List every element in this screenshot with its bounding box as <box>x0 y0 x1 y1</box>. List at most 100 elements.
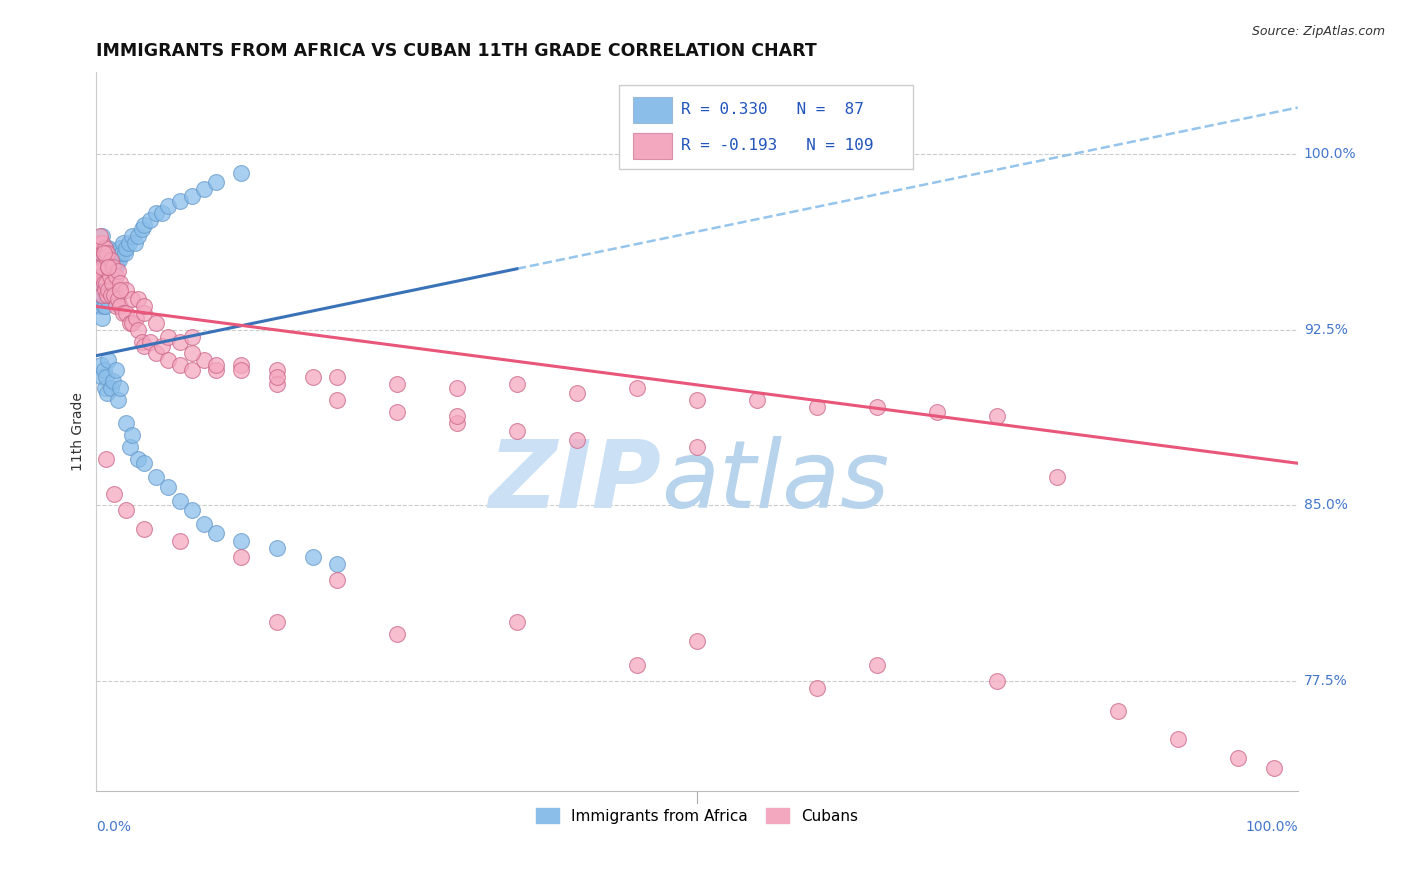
Point <box>152 206 174 220</box>
Point <box>101 260 124 274</box>
Point <box>686 440 709 454</box>
Text: 100.0%: 100.0% <box>1246 820 1298 834</box>
Point <box>100 268 122 283</box>
Point <box>193 353 215 368</box>
Point <box>89 276 111 290</box>
Point <box>134 339 156 353</box>
Point <box>97 241 120 255</box>
Point <box>107 293 129 307</box>
Text: 92.5%: 92.5% <box>1303 323 1348 337</box>
Point <box>301 549 323 564</box>
Point <box>125 311 148 326</box>
Point <box>266 362 288 376</box>
Point <box>806 681 828 695</box>
Point <box>90 287 112 301</box>
Point <box>121 316 143 330</box>
Point <box>101 276 124 290</box>
Point <box>103 276 125 290</box>
Point <box>94 241 117 255</box>
Point <box>110 241 132 255</box>
Point <box>103 252 125 267</box>
Point <box>157 353 180 368</box>
Point <box>94 241 117 255</box>
Point <box>121 428 143 442</box>
Point <box>157 330 180 344</box>
Point <box>127 293 149 307</box>
Text: Source: ZipAtlas.com: Source: ZipAtlas.com <box>1251 25 1385 38</box>
Point <box>90 245 112 260</box>
Point <box>181 503 204 517</box>
Point <box>89 264 111 278</box>
Point <box>94 451 117 466</box>
Point <box>565 433 588 447</box>
Point <box>325 393 347 408</box>
Point <box>565 386 588 401</box>
Point <box>115 283 138 297</box>
Point <box>107 393 129 408</box>
Y-axis label: 11th Grade: 11th Grade <box>72 392 86 471</box>
Point <box>121 229 143 244</box>
Point <box>169 194 191 209</box>
Point <box>91 252 114 267</box>
Point <box>1107 704 1129 718</box>
Point <box>325 369 347 384</box>
Point <box>110 283 132 297</box>
Point <box>94 287 117 301</box>
Point <box>94 264 117 278</box>
Point <box>104 260 127 274</box>
Point <box>229 533 252 548</box>
Point <box>101 276 124 290</box>
Point <box>90 252 112 267</box>
Point <box>94 283 117 297</box>
Point <box>93 300 115 314</box>
Point <box>100 245 122 260</box>
Point <box>93 276 115 290</box>
Point <box>96 245 118 260</box>
Text: ZIP: ZIP <box>488 436 661 528</box>
Point <box>1226 751 1249 765</box>
Point <box>100 252 122 267</box>
Point <box>169 493 191 508</box>
Text: 77.5%: 77.5% <box>1303 674 1347 688</box>
Point <box>87 260 110 274</box>
Text: 100.0%: 100.0% <box>1303 147 1357 161</box>
Point <box>93 264 115 278</box>
Point <box>866 400 889 414</box>
FancyBboxPatch shape <box>633 133 672 159</box>
Point <box>114 245 136 260</box>
Point <box>747 393 769 408</box>
Point <box>131 334 153 349</box>
Point <box>118 440 141 454</box>
Point <box>134 300 156 314</box>
Point <box>97 283 120 297</box>
Point <box>115 417 138 431</box>
Point <box>446 409 468 424</box>
Point <box>105 252 128 267</box>
Point <box>96 260 118 274</box>
Point <box>626 657 648 672</box>
Point <box>139 212 162 227</box>
Point <box>104 268 127 283</box>
Point <box>94 276 117 290</box>
Text: IMMIGRANTS FROM AFRICA VS CUBAN 11TH GRADE CORRELATION CHART: IMMIGRANTS FROM AFRICA VS CUBAN 11TH GRA… <box>97 42 817 60</box>
Point <box>98 276 121 290</box>
Point <box>686 393 709 408</box>
Point <box>93 245 115 260</box>
Point <box>86 241 108 255</box>
Point <box>806 400 828 414</box>
Point <box>266 541 288 555</box>
Point <box>91 236 114 251</box>
Point <box>86 268 108 283</box>
Point <box>145 206 167 220</box>
Text: R = 0.330   N =  87: R = 0.330 N = 87 <box>682 103 865 117</box>
Point <box>169 358 191 372</box>
Point <box>94 276 117 290</box>
Point <box>446 417 468 431</box>
Point <box>110 381 132 395</box>
Point <box>325 574 347 588</box>
Point <box>96 386 118 401</box>
Point <box>93 362 115 376</box>
Point <box>107 264 129 278</box>
Point <box>91 369 114 384</box>
Point <box>385 376 408 391</box>
